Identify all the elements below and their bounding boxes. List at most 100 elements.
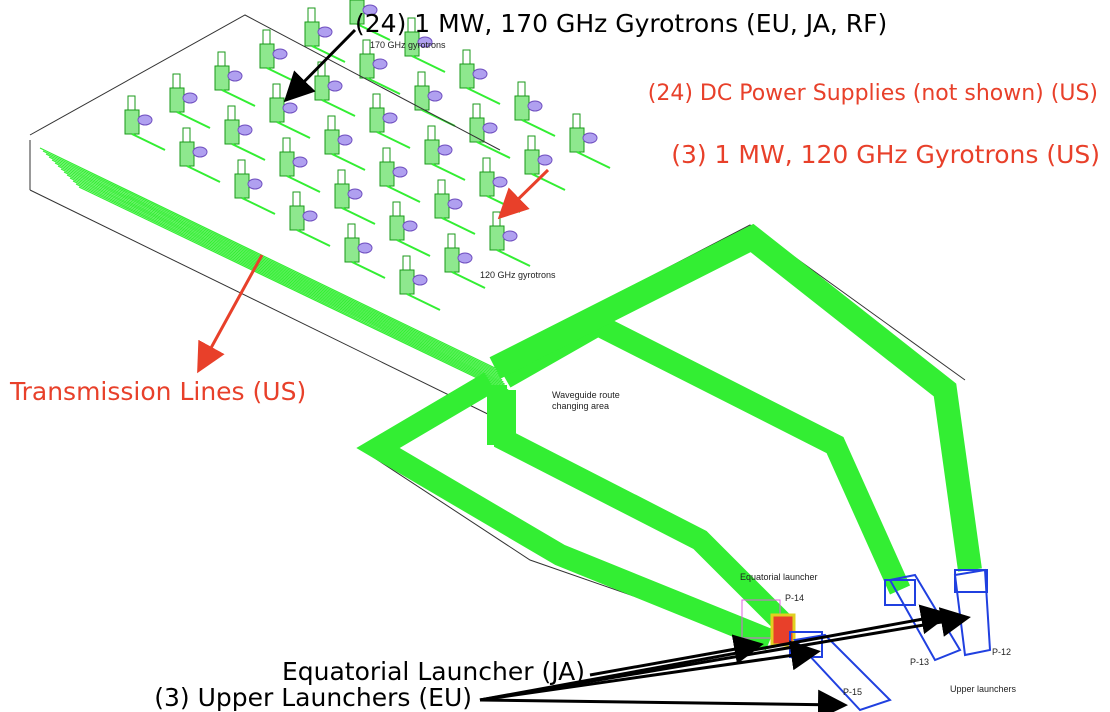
- gyrotron-part: [522, 120, 555, 136]
- gyrotron-part: [352, 262, 385, 278]
- gyrotron-part: [222, 90, 255, 106]
- gyrotron-part: [503, 231, 517, 241]
- port-label: P-14: [785, 593, 804, 603]
- gyrotron-part: [407, 294, 440, 310]
- gyrotron-part: [177, 112, 210, 128]
- drawing-label: 120 GHz gyrotrons: [480, 270, 556, 280]
- gyrotron-part: [46, 154, 497, 372]
- diagram: (24) 1 MW, 170 GHz Gyrotrons (EU, JA, RF…: [0, 0, 1110, 712]
- gyrotron-part: [303, 211, 317, 221]
- gyrotron-part: [290, 206, 304, 230]
- gyrotron-part: [383, 148, 390, 162]
- gyrotron-part: [283, 103, 297, 113]
- gyrotron-part: [315, 76, 329, 100]
- gyrotron-part: [363, 40, 370, 54]
- gyrotron-part: [325, 130, 339, 154]
- gyrotron-part: [412, 56, 445, 72]
- gyrotron-part: [438, 145, 452, 155]
- port-label: P-12: [992, 647, 1011, 657]
- gyrotron-part: [473, 104, 480, 118]
- gyrotron-part: [413, 275, 427, 285]
- gyrotron-part: [293, 157, 307, 167]
- gyrotron-part: [428, 126, 435, 140]
- gyrotron-part: [305, 22, 319, 46]
- gyrotron-part: [287, 176, 320, 192]
- port-label: P-15: [843, 687, 862, 697]
- gyrotron-part: [297, 230, 330, 246]
- gyrotron-part: [360, 54, 374, 78]
- gyrotron-part: [280, 152, 294, 176]
- gyrotron-part: [40, 148, 495, 368]
- drawing-label: Equatorial launcher: [740, 572, 818, 582]
- gyrotron-part: [52, 160, 500, 376]
- gyrotron-part: [438, 180, 445, 194]
- gyrotron-part: [273, 84, 280, 98]
- gyrotron-part: [490, 226, 504, 250]
- gyrotron-part: [348, 189, 362, 199]
- gyrotron-part: [448, 199, 462, 209]
- gyrotron-part: [373, 94, 380, 108]
- gyrotron-part: [370, 108, 384, 132]
- gyrotron-part: [218, 52, 225, 66]
- gyrotron-part: [425, 140, 439, 164]
- gyrotron-part: [338, 170, 345, 184]
- gyrotron-part: [235, 174, 249, 198]
- transmission-lines: [378, 238, 970, 640]
- gyrotron-part: [348, 224, 355, 238]
- gyrotron-part: [428, 91, 442, 101]
- gyrotron-part: [335, 184, 349, 208]
- gyrotron-part: [173, 74, 180, 88]
- drawing-label: Upper launchers: [950, 684, 1017, 694]
- gyrotron-part: [128, 96, 135, 110]
- gyrotron-part: [432, 164, 465, 180]
- gyrotron-part: [538, 155, 552, 165]
- gyrotron-part: [470, 118, 484, 142]
- gyrotron-part: [477, 142, 510, 158]
- gyrotron-part: [132, 134, 165, 150]
- gyrotron-part: [273, 49, 287, 59]
- gyrotron-part: [267, 68, 300, 84]
- gyrotron-part: [400, 270, 414, 294]
- gyrotron-part: [263, 30, 270, 44]
- gyrotron-part: [277, 122, 310, 138]
- gyrotron-part: [232, 144, 265, 160]
- gyrotron-part: [525, 150, 539, 174]
- callout: (24) 1 MW, 170 GHz Gyrotrons (EU, JA, RF…: [355, 9, 887, 38]
- gyrotron-part: [493, 177, 507, 187]
- gyrotron-part: [403, 256, 410, 270]
- gyrotron-part: [215, 66, 229, 90]
- gyrotron-part: [238, 160, 245, 174]
- gyrotron-part: [358, 243, 372, 253]
- gyrotron-part: [493, 212, 500, 226]
- gyrotron-part: [238, 125, 252, 135]
- gyrotron-part: [397, 240, 430, 256]
- callout: (3) Upper Launchers (EU): [154, 683, 472, 712]
- gyrotron-part: [515, 96, 529, 120]
- gyrotron-part: [270, 98, 284, 122]
- gyrotron-part: [383, 113, 397, 123]
- gyrotron-part: [473, 69, 487, 79]
- gyrotron-part: [193, 147, 207, 157]
- gyrotron-part: [260, 44, 274, 68]
- gyrotron-part: [570, 128, 584, 152]
- gyrotron-part: [367, 78, 400, 94]
- callout: Transmission Lines (US): [9, 377, 306, 406]
- gyrotron-part: [338, 135, 352, 145]
- gyrotron-part: [483, 123, 497, 133]
- gyrotron-part: [228, 106, 235, 120]
- gyrotron-part: [483, 158, 490, 172]
- gyrotron-part: [445, 248, 459, 272]
- gyrotron-part: [308, 8, 315, 22]
- gyrotron-part: [183, 128, 190, 142]
- drawing-label: changing area: [552, 401, 609, 411]
- gyrotron-part: [448, 234, 455, 248]
- gyrotron-part: [332, 154, 365, 170]
- gyrotron-part: [373, 59, 387, 69]
- gyrotron-part: [480, 172, 494, 196]
- gyrotron-part: [342, 208, 375, 224]
- gyrotron-part: [43, 151, 496, 370]
- gyrotron-part: [328, 116, 335, 130]
- gyrotron-part: [393, 202, 400, 216]
- gyrotron-part: [49, 157, 499, 374]
- gyrotron-part: [418, 72, 425, 86]
